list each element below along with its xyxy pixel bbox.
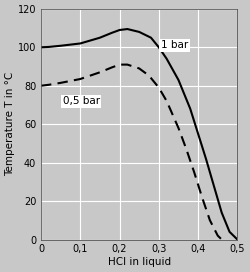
Text: 1 bar: 1 bar [161, 40, 188, 50]
Y-axis label: Temperature T in °C: Temperature T in °C [5, 72, 15, 176]
X-axis label: HCl in liquid: HCl in liquid [108, 257, 171, 267]
Text: 0,5 bar: 0,5 bar [62, 96, 100, 106]
